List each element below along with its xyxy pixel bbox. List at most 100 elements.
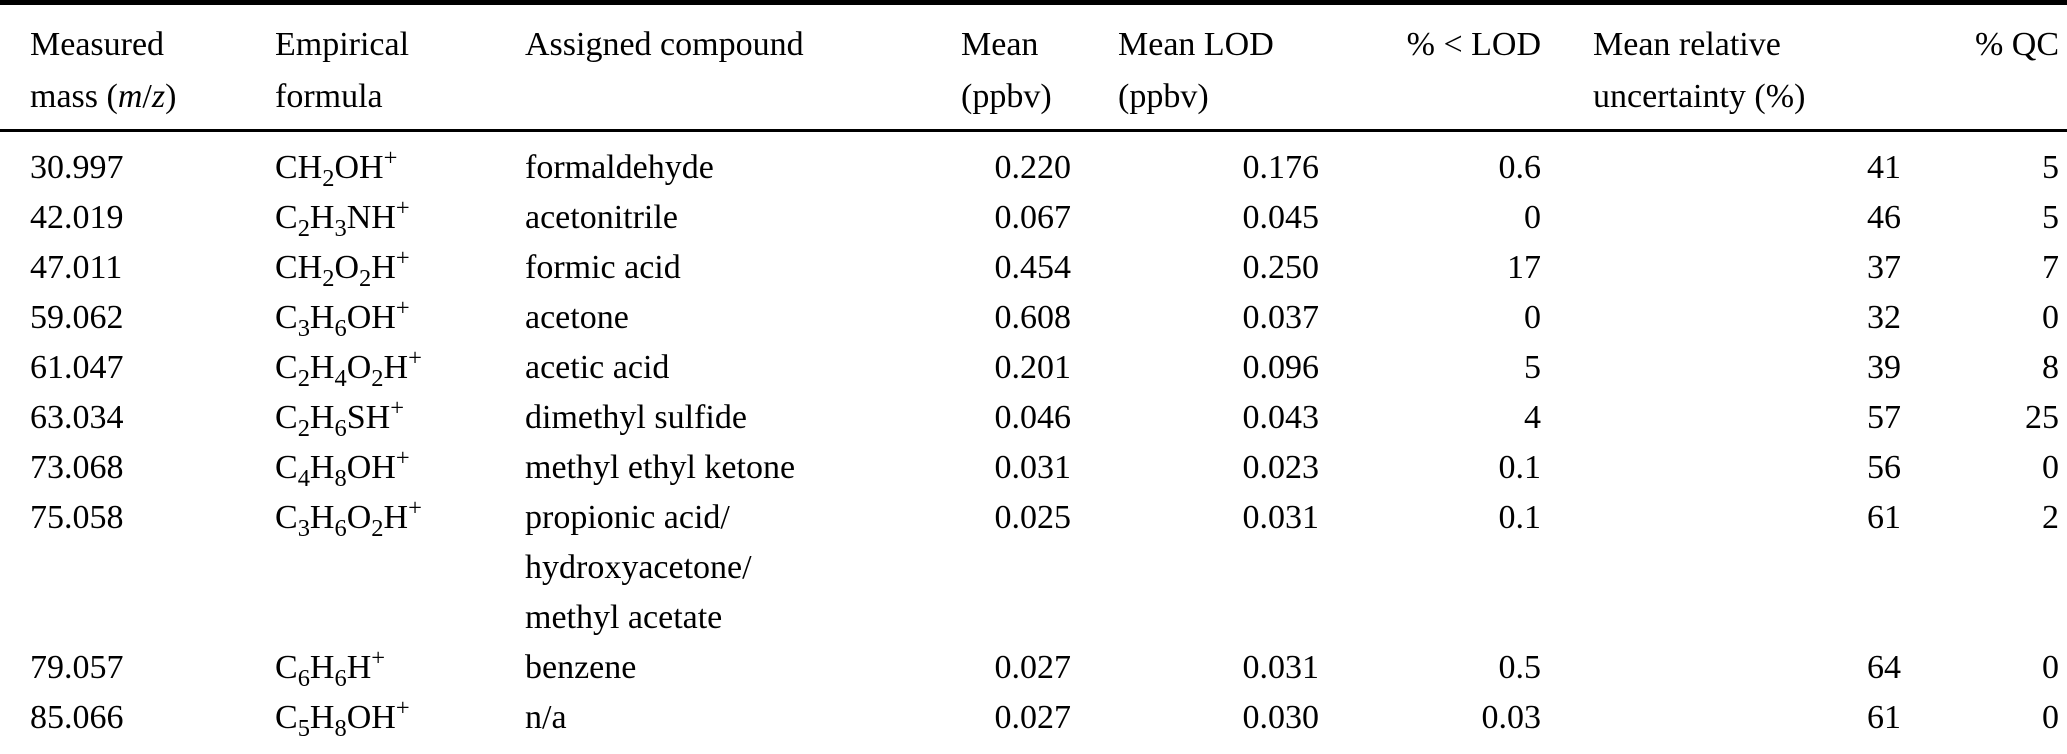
cell-pct-qc: 0 [2042,449,2059,486]
cell-pct-qc: 25 [2025,399,2059,436]
cell-assigned-compound: acetic acid [525,349,670,386]
cell-empirical-formula: C2H6SH+ [275,394,404,442]
cell-pct-qc: 0 [2042,649,2059,686]
header-line: % QC [1974,26,2059,63]
cell-pct-qc: 5 [2042,149,2059,186]
cell-empirical-formula: C2H3NH+ [275,194,410,242]
cell-pct-below-lod: 4 [1524,399,1541,436]
col-header-assigned-compound: Assigned compound [525,2,955,132]
header-line: % < LOD [1406,26,1541,63]
header-row: Measured mass (m/z) Empirical formula As… [0,2,2067,132]
cell-pct-qc: 0 [2042,299,2059,336]
header-line: Mean LOD [1118,26,1274,63]
cell-measured-mass: 73.068 [30,449,124,486]
table-body: 30.997 CH2OH+ formaldehyde 0.220 0.176 0… [0,131,2067,754]
cell-pct-qc: 5 [2042,199,2059,236]
cell-assigned-compound: formic acid [525,249,681,286]
cell-mean: 0.025 [994,499,1072,536]
cell-mean-relative-uncertainty: 41 [1867,149,1901,186]
cell-mean: 0.027 [994,699,1072,736]
cell-measured-mass: 30.997 [30,149,124,186]
cell-measured-mass: 59.062 [30,299,124,336]
table-row: 79.057 C6H6H+ benzene 0.027 0.031 0.5 64… [0,643,2067,693]
cell-assigned-compound: propionic acid/ hydroxyacetone/ methyl a… [525,499,752,636]
table-header: Measured mass (m/z) Empirical formula As… [0,2,2067,132]
table-row: 30.997 CH2OH+ formaldehyde 0.220 0.176 0… [0,131,2067,194]
cell-pct-below-lod: 0.6 [1498,149,1542,186]
cell-empirical-formula: C6H6H+ [275,644,386,692]
cell-empirical-formula: C5H8OH+ [275,694,410,742]
cell-empirical-formula: CH2O2H+ [275,244,410,292]
cell-assigned-compound: acetone [525,299,629,336]
table-row: 47.011 CH2O2H+ formic acid 0.454 0.250 1… [0,243,2067,293]
cell-mean-lod: 0.023 [1242,449,1320,486]
header-line: (ppbv) [1118,78,1209,115]
cell-measured-mass: 85.066 [30,699,124,736]
cell-pct-below-lod: 0.03 [1481,699,1542,736]
cell-measured-mass: 47.011 [30,249,123,286]
cell-mean: 0.454 [994,249,1072,286]
cell-mean-lod: 0.096 [1242,349,1320,386]
cell-mean-lod: 0.037 [1242,299,1320,336]
cell-mean: 0.201 [994,349,1072,386]
cell-mean: 0.067 [994,199,1072,236]
cell-assigned-compound: acetonitrile [525,199,678,236]
header-line: formula [275,78,383,115]
cell-mean-lod: 0.176 [1242,149,1320,186]
col-header-mean: Mean (ppbv) [955,2,1115,132]
cell-empirical-formula: CH2OH+ [275,144,398,192]
cell-assigned-compound: benzene [525,649,637,686]
cell-mean-relative-uncertainty: 56 [1867,449,1901,486]
cell-pct-below-lod: 0.1 [1498,449,1542,486]
cell-empirical-formula: C3H6OH+ [275,294,410,342]
cell-mean-lod: 0.031 [1242,649,1320,686]
cell-mean: 0.608 [994,299,1072,336]
cell-measured-mass: 42.019 [30,199,124,236]
cell-mean-relative-uncertainty: 61 [1867,499,1901,536]
cell-mean-relative-uncertainty: 64 [1867,649,1901,686]
col-header-mean-lod: Mean LOD (ppbv) [1115,2,1325,132]
col-header-mean-relative-uncertainty: Mean relative uncertainty (%) [1545,2,1905,132]
cell-mean-lod: 0.031 [1242,499,1320,536]
cell-empirical-formula: C4H8OH+ [275,444,410,492]
cell-pct-below-lod: 0.1 [1498,499,1542,536]
cell-mean-relative-uncertainty: 61 [1867,699,1901,736]
cell-mean-lod: 0.045 [1242,199,1320,236]
cell-measured-mass: 79.057 [30,649,124,686]
cell-assigned-compound: methyl ethyl ketone [525,449,796,486]
cell-measured-mass: 63.034 [30,399,124,436]
cell-pct-below-lod: 5 [1524,349,1541,386]
col-header-empirical-formula: Empirical formula [275,2,525,132]
cell-mean: 0.031 [994,449,1072,486]
cell-pct-below-lod: 17 [1507,249,1541,286]
cell-mean-relative-uncertainty: 57 [1867,399,1901,436]
cell-pct-below-lod: 0.5 [1498,649,1542,686]
cell-pct-qc: 2 [2042,499,2059,536]
header-line: Mean [961,26,1039,63]
cell-mean-relative-uncertainty: 39 [1867,349,1901,386]
table-row: 85.066 C5H8OH+ n/a 0.027 0.030 0.03 61 0 [0,693,2067,754]
cell-mean-relative-uncertainty: 46 [1867,199,1901,236]
cell-empirical-formula: C2H4O2H+ [275,344,422,392]
header-line: uncertainty (%) [1593,78,1806,115]
cell-pct-qc: 8 [2042,349,2059,386]
cell-assigned-compound: dimethyl sulfide [525,399,747,436]
table-row: 75.058 C3H6O2H+ propionic acid/ hydroxya… [0,493,2067,643]
header-line: mass (m/z) [30,78,177,115]
col-header-measured-mass: Measured mass (m/z) [0,2,275,132]
cell-pct-below-lod: 0 [1524,299,1541,336]
cell-mean: 0.027 [994,649,1072,686]
header-line: Empirical [275,26,410,63]
cell-assigned-compound: formaldehyde [525,149,714,186]
header-line: Assigned compound [525,26,804,63]
col-header-pct-qc: % QC [1905,2,2067,132]
cell-mean-lod: 0.250 [1242,249,1320,286]
cell-mean: 0.220 [994,149,1072,186]
header-line: (ppbv) [961,78,1052,115]
cell-mean: 0.046 [994,399,1072,436]
table-row: 59.062 C3H6OH+ acetone 0.608 0.037 0 32 … [0,293,2067,343]
cell-measured-mass: 61.047 [30,349,124,386]
header-line: Mean relative [1593,26,1781,63]
